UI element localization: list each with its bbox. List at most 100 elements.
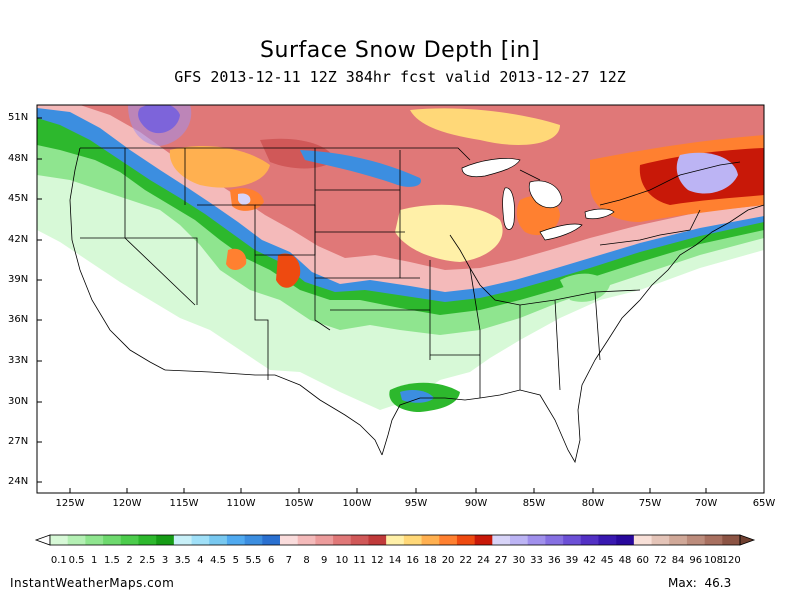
lat-label: 48N (8, 153, 29, 164)
colorbar-swatch (510, 535, 528, 545)
state-line-9 (449, 234, 641, 306)
colorbar-swatch (85, 535, 104, 545)
colorbar-label: 8 (303, 555, 310, 566)
lon-label: 110W (226, 498, 256, 509)
colorbar-label: 4.5 (210, 555, 227, 566)
lake-ontario (584, 208, 615, 220)
colorbar-label: 9 (321, 555, 328, 566)
colorbar-swatch (103, 535, 122, 545)
colorbar-label: 4 (197, 555, 204, 566)
colorbar-label: 33 (530, 555, 543, 566)
state-line-8 (399, 150, 480, 360)
colorbar-label: 96 (689, 555, 703, 566)
map-title: Surface Snow Depth [in] (260, 38, 540, 63)
colorbar-label: 5 (232, 555, 239, 566)
colorbar-label: 1.5 (103, 555, 120, 566)
lake-erie (539, 223, 583, 241)
lon-label: 125W (55, 498, 85, 509)
colorbar-swatch (333, 535, 352, 545)
lat-ticks (37, 117, 42, 483)
colorbar-label: 11 (353, 555, 366, 566)
colorbar-label: 60 (636, 555, 650, 566)
colorbar-label: 14 (388, 555, 402, 566)
lat-label: 42N (8, 234, 29, 245)
state-line-7 (315, 189, 430, 311)
lat-label: 30N (8, 396, 29, 407)
colorbar-label: 7 (285, 555, 293, 566)
lon-label: 95W (404, 498, 428, 509)
colorbar-swatch (616, 535, 635, 545)
colorbar-swatch (403, 535, 422, 545)
colorbar-label: 36 (547, 555, 561, 566)
lake-michigan (502, 187, 515, 230)
lon-label: 80W (581, 498, 605, 509)
colorbar-swatch (545, 535, 564, 545)
lon-ticks (69, 488, 765, 493)
snow-blue-dakotas (300, 150, 421, 187)
colorbar-swatch (297, 535, 316, 545)
lat-label: 39N (8, 274, 29, 285)
colorbar-swatch (368, 535, 387, 545)
colorbar-label: 39 (565, 555, 579, 566)
colorbar-swatch (598, 535, 617, 545)
lat-label: 33N (8, 355, 29, 366)
state-line-3 (197, 204, 269, 380)
colorbar-label: 72 (654, 555, 667, 566)
colorbar-swatch (350, 535, 369, 545)
lat-label: 45N (8, 193, 29, 204)
gulf-coast (381, 359, 596, 464)
snow-purple-quebec (676, 152, 738, 194)
snow-orange-north-plains (169, 145, 270, 188)
colorbar-label: 6 (267, 555, 275, 566)
snow-yellow-midwest (395, 204, 503, 262)
colorbar-swatch (262, 535, 281, 545)
colorbar-label: 10 (335, 555, 349, 566)
us-canada-border (80, 147, 741, 206)
great-lakes (461, 158, 615, 241)
colorbar-swatch (651, 535, 670, 545)
map-outlines (69, 147, 765, 464)
lon-label: 85W (522, 498, 546, 509)
colorbar-swatch (280, 535, 298, 545)
colorbar-label: 0.5 (68, 555, 85, 566)
lon-label: 75W (638, 498, 662, 509)
lake-huron (528, 180, 563, 209)
state-line-6 (314, 148, 331, 331)
colorbar-label: 20 (441, 555, 455, 566)
lat-label: 27N (8, 436, 29, 447)
colorbar-label: 108 (703, 555, 723, 566)
colorbar-label: 22 (459, 555, 473, 566)
lat-label: 51N (8, 112, 29, 123)
colorbar-label: 16 (406, 555, 420, 566)
colorbar-label: 42 (583, 555, 596, 566)
lon-label: 100W (342, 498, 372, 509)
colorbar-label: 3 (161, 555, 169, 566)
colorbar-swatch (492, 535, 511, 545)
lon-label: 70W (694, 498, 718, 509)
colorbar-swatch (315, 535, 334, 545)
snow-yellow-north (410, 108, 560, 145)
lon-label: 120W (112, 498, 142, 509)
lon-label: 105W (284, 498, 314, 509)
colorbar-swatch (686, 535, 705, 545)
colorbar-swatch (439, 535, 458, 545)
colorbar-label: 48 (618, 555, 632, 566)
snow-purple-light-canada-west (128, 105, 192, 146)
colorbar-swatch (722, 535, 741, 545)
colorbar-swatch (421, 535, 440, 545)
colorbar-right-arrow (739, 534, 756, 546)
site-credit: InstantWeatherMaps.com (10, 576, 175, 590)
lon-label: 90W (464, 498, 488, 509)
colorbar-swatch (226, 535, 245, 545)
max-value: 46.3 (704, 576, 732, 590)
colorbar-label: 18 (424, 555, 437, 566)
colorbar-label: 2 (126, 555, 133, 566)
colorbar-swatch (191, 535, 210, 545)
colorbar-label: 0.1 (50, 555, 67, 566)
snow-blue-texas (400, 390, 434, 403)
lat-label: 24N (8, 476, 29, 487)
colorbar-swatch (474, 535, 493, 545)
snow-high-utah (226, 248, 247, 270)
colorbar-label: 3.5 (174, 555, 191, 566)
